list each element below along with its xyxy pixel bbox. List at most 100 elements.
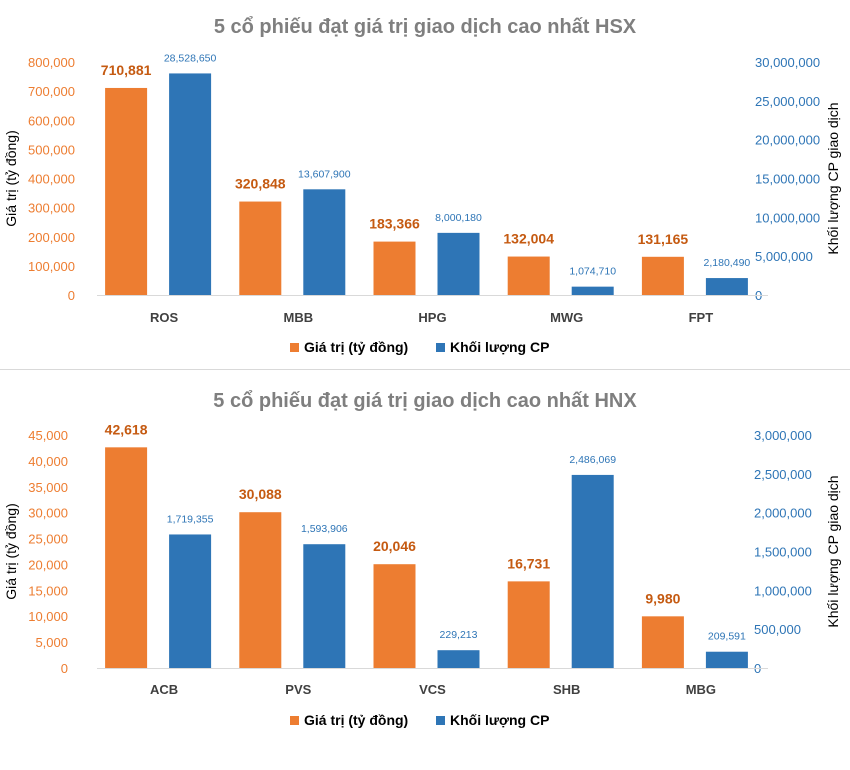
value-data-label: 16,731 [507, 555, 550, 571]
volume-bar [303, 544, 346, 668]
volume-bar [169, 73, 212, 295]
hnx-chart-svg: 5 cổ phiếu đạt giá trị giao dịch cao nhấ… [3, 390, 841, 728]
value-data-label: 42,618 [105, 421, 148, 437]
value-data-label: 183,366 [369, 216, 420, 232]
value-data-label: 132,004 [503, 231, 554, 247]
value-bar [239, 201, 282, 295]
left-axis-tick-label: 35,000 [28, 480, 68, 495]
left-axis-title: Giá trị (tỷ đồng) [3, 130, 19, 226]
category-label: FPT [689, 310, 714, 325]
left-axis-tick-label: 600,000 [28, 113, 75, 128]
value-data-label: 131,165 [638, 231, 689, 247]
left-axis-tick-label: 300,000 [28, 201, 75, 216]
legend-label-value: Giá trị (tỷ đồng) [304, 712, 408, 728]
volume-bar [437, 650, 480, 668]
right-axis-tick-label: 2,500,000 [754, 467, 812, 482]
category-label: ROS [150, 310, 179, 325]
volume-data-label: 8,000,180 [435, 212, 482, 224]
hsx-chart-panel: 5 cổ phiếu đạt giá trị giao dịch cao nhấ… [0, 0, 850, 368]
left-axis-tick-label: 30,000 [28, 506, 68, 521]
right-axis-tick-label: 10,000,000 [755, 210, 820, 225]
value-bar [373, 241, 416, 295]
volume-bar [169, 534, 212, 668]
value-bar [239, 512, 282, 668]
chart-title: 5 cổ phiếu đạt giá trị giao dịch cao nhấ… [214, 16, 637, 38]
category-label: ACB [150, 682, 178, 697]
left-axis-tick-label: 25,000 [28, 532, 68, 547]
panel-divider [0, 369, 850, 370]
volume-data-label: 229,213 [440, 629, 478, 641]
volume-data-label: 1,074,710 [569, 266, 616, 278]
category-label: VCS [419, 682, 446, 697]
left-axis-tick-label: 0 [68, 288, 75, 303]
right-axis-tick-label: 5,000,000 [755, 249, 813, 264]
legend-swatch-value [290, 716, 299, 725]
left-axis-tick-label: 40,000 [28, 454, 68, 469]
left-axis-tick-label: 45,000 [28, 428, 68, 443]
legend-label-volume: Khối lượng CP [450, 339, 549, 355]
value-data-label: 710,881 [101, 62, 152, 78]
category-label: MWG [550, 310, 583, 325]
category-label: MBB [283, 310, 313, 325]
left-axis-tick-label: 5,000 [35, 635, 68, 650]
chart-title: 5 cổ phiếu đạt giá trị giao dịch cao nhấ… [213, 390, 637, 412]
legend-label-value: Giá trị (tỷ đồng) [304, 339, 408, 355]
volume-data-label: 28,528,650 [164, 52, 217, 64]
volume-bar [303, 189, 346, 295]
right-axis-tick-label: 1,000,000 [754, 583, 812, 598]
legend-swatch-volume [436, 343, 445, 352]
value-bar [507, 256, 550, 295]
legend-swatch-value [290, 343, 299, 352]
category-label: MBG [686, 682, 716, 697]
left-axis-tick-label: 200,000 [28, 230, 75, 245]
right-axis-tick-label: 20,000,000 [755, 133, 820, 148]
left-axis-tick-label: 700,000 [28, 84, 75, 99]
volume-data-label: 1,593,906 [301, 523, 348, 535]
legend-label-volume: Khối lượng CP [450, 712, 549, 728]
left-axis-tick-label: 0 [61, 661, 68, 676]
left-axis-tick-label: 800,000 [28, 55, 75, 70]
hsx-chart-svg: 5 cổ phiếu đạt giá trị giao dịch cao nhấ… [3, 16, 841, 355]
left-axis-tick-label: 20,000 [28, 557, 68, 572]
value-data-label: 30,088 [239, 486, 282, 502]
right-axis-tick-label: 15,000,000 [755, 172, 820, 187]
category-label: PVS [285, 682, 311, 697]
volume-bar [705, 278, 748, 295]
right-axis-tick-label: 500,000 [754, 622, 801, 637]
volume-data-label: 13,607,900 [298, 168, 351, 180]
volume-bar [571, 474, 614, 668]
left-axis-tick-label: 100,000 [28, 259, 75, 274]
left-axis-tick-label: 500,000 [28, 142, 75, 157]
right-axis-tick-label: 25,000,000 [755, 94, 820, 109]
category-label: SHB [553, 682, 580, 697]
right-axis-tick-label: 3,000,000 [754, 428, 812, 443]
category-label: HPG [418, 310, 446, 325]
left-axis-title: Giá trị (tỷ đồng) [3, 503, 19, 599]
value-bar [641, 616, 684, 668]
volume-data-label: 2,180,490 [704, 257, 751, 269]
legend-swatch-volume [436, 716, 445, 725]
right-axis-tick-label: 1,500,000 [754, 545, 812, 560]
value-data-label: 320,848 [235, 176, 286, 192]
hnx-chart-panel: 5 cổ phiếu đạt giá trị giao dịch cao nhấ… [0, 373, 850, 770]
left-axis-tick-label: 15,000 [28, 583, 68, 598]
value-data-label: 9,980 [645, 590, 680, 606]
volume-bar [705, 651, 748, 668]
value-bar [373, 564, 416, 668]
value-data-label: 20,046 [373, 538, 416, 554]
right-axis-tick-label: 30,000,000 [755, 55, 820, 70]
volume-data-label: 1,719,355 [167, 513, 214, 525]
right-axis-tick-label: 2,000,000 [754, 506, 812, 521]
value-bar [105, 87, 148, 296]
right-axis-title: Khối lượng CP giao dịch [825, 475, 841, 627]
volume-data-label: 209,591 [708, 631, 746, 643]
value-bar [507, 581, 550, 668]
right-axis-title: Khối lượng CP giao dịch [825, 102, 841, 254]
left-axis-tick-label: 10,000 [28, 609, 68, 624]
value-bar [105, 447, 148, 668]
volume-bar [571, 286, 614, 295]
left-axis-tick-label: 400,000 [28, 172, 75, 187]
volume-data-label: 2,486,069 [569, 454, 616, 466]
value-bar [641, 256, 684, 295]
